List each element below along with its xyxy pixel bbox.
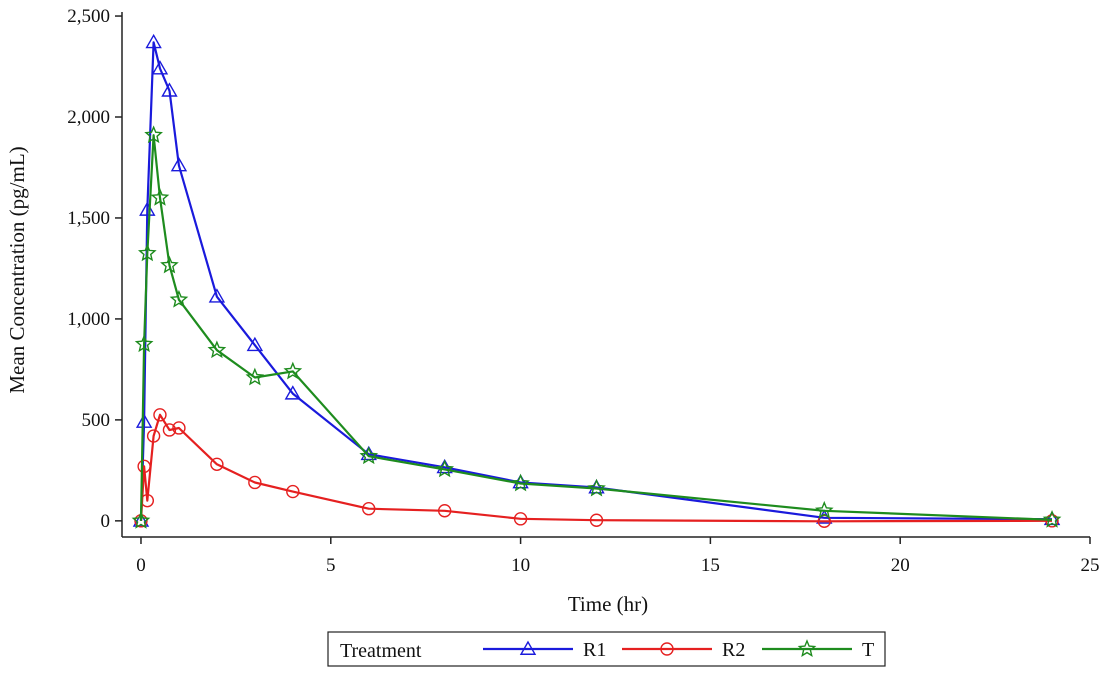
data-point-t <box>150 187 170 206</box>
legend-item-r2: R2 <box>622 639 745 661</box>
data-point-t <box>814 500 834 519</box>
legend-label-r1: R1 <box>583 639 606 661</box>
legend-items: R1 R2 T <box>483 639 874 661</box>
data-point-r1 <box>284 385 302 400</box>
legend-marker-t <box>797 639 817 657</box>
tick-group: 0 5 10 15 20 25 0 500 1,000 1,500 2,000 2,500 <box>67 6 1099 576</box>
x-tick-label: 10 <box>511 555 530 576</box>
legend-label-t: T <box>862 639 874 661</box>
data-point-r2 <box>817 514 831 528</box>
data-point-r2 <box>210 457 224 472</box>
series-r1 <box>132 33 1061 527</box>
data-point-t <box>245 367 265 386</box>
y-tick-label: 1,500 <box>67 208 110 229</box>
series-r2 <box>134 408 1059 528</box>
data-point-t <box>207 340 227 359</box>
series-layer <box>131 33 1062 529</box>
data-point-r2 <box>137 459 151 474</box>
data-point-t <box>169 289 189 308</box>
data-point-t <box>1042 510 1062 528</box>
legend-marker-r1 <box>519 640 537 655</box>
legend-label-r2: R2 <box>722 639 745 661</box>
series-line-r2 <box>139 413 1053 523</box>
x-axis-title: Time (hr) <box>568 592 648 616</box>
data-point-t <box>283 361 303 380</box>
data-point-r1 <box>151 60 169 75</box>
data-point-r1 <box>132 512 150 527</box>
data-point-r2 <box>513 512 528 526</box>
y-tick-label: 2,000 <box>67 107 110 128</box>
legend-item-r1: R1 <box>483 639 606 661</box>
axes-group <box>121 12 1090 538</box>
data-point-t <box>587 478 606 497</box>
data-point-t <box>131 511 151 529</box>
data-point-r2 <box>153 408 167 422</box>
data-point-r2 <box>172 421 186 435</box>
data-point-r1 <box>1043 510 1061 526</box>
data-point-r2 <box>1045 514 1059 528</box>
x-tick-label: 20 <box>891 555 910 576</box>
data-point-r1 <box>170 157 188 172</box>
data-point-t <box>359 446 379 465</box>
data-point-t <box>435 459 455 478</box>
series-line-r1 <box>139 41 1053 521</box>
y-axis-title: Mean Concentration (pg/mL) <box>5 146 29 393</box>
data-point-r2 <box>362 502 376 516</box>
x-tick-label: 5 <box>326 555 336 576</box>
legend-item-t: T <box>762 639 874 661</box>
series-line-t <box>139 134 1053 521</box>
data-point-r2 <box>286 484 300 499</box>
data-point-r1 <box>135 413 153 428</box>
data-point-r2 <box>146 429 161 443</box>
data-point-t <box>137 243 157 262</box>
x-tick-label: 25 <box>1081 555 1100 576</box>
data-point-r1 <box>208 288 226 303</box>
x-tick-label: 15 <box>701 555 720 576</box>
y-tick-label: 0 <box>101 511 111 532</box>
data-point-t <box>144 125 163 144</box>
data-point-r1 <box>145 33 162 49</box>
data-point-t <box>160 255 179 274</box>
data-point-t <box>511 473 530 492</box>
data-point-r1 <box>246 336 264 352</box>
y-tick-label: 500 <box>82 410 111 431</box>
data-point-r2 <box>248 475 262 490</box>
y-tick-label: 1,000 <box>67 309 110 330</box>
data-point-r2 <box>437 504 452 518</box>
legend-marker-r2 <box>660 642 674 656</box>
data-point-r1 <box>139 201 156 216</box>
legend: Treatment R1 R2 T <box>327 631 886 667</box>
y-tick-label: 2,500 <box>67 6 110 27</box>
legend-title: Treatment <box>340 640 422 662</box>
data-point-r2 <box>162 423 177 437</box>
data-point-r2 <box>589 513 604 527</box>
data-point-t <box>134 334 154 353</box>
x-tick-label: 0 <box>136 555 146 576</box>
data-point-r1 <box>161 82 178 97</box>
series-t <box>131 125 1062 529</box>
